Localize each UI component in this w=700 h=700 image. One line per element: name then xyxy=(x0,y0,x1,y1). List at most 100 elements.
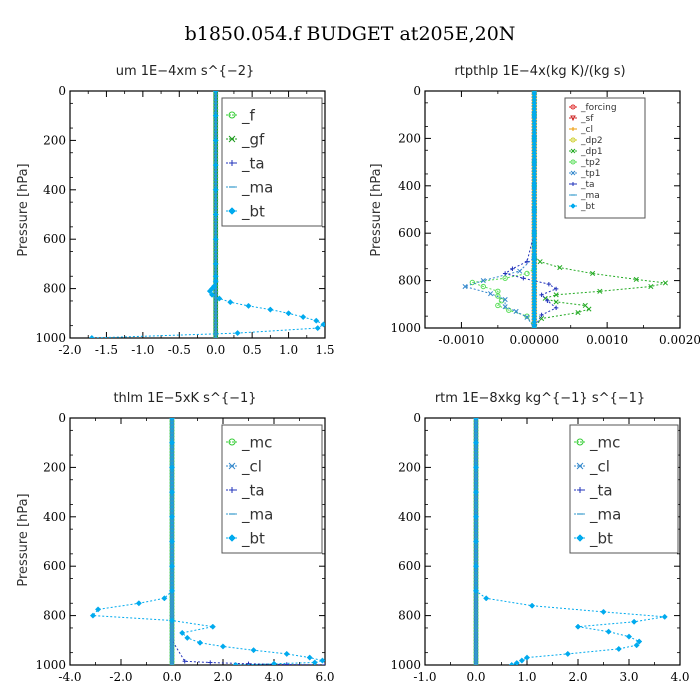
legend-cl-label: _cl xyxy=(241,457,262,476)
legend-bt-marker xyxy=(576,534,584,542)
x-tick-label: -1.5 xyxy=(95,343,118,357)
chart-panel-2: rtpthlp 1E−4x(kg K)/(kg s) Pressure [hPa]… xyxy=(369,64,700,347)
legend-mc-marker xyxy=(228,438,236,446)
series-bt-point xyxy=(472,439,480,446)
x-tick-label: -1.0 xyxy=(413,670,436,684)
series-bt-point xyxy=(483,595,490,602)
series-ta-line xyxy=(503,91,558,328)
x-tick-label: -2.0 xyxy=(109,670,132,684)
legend-mc-label: _mc xyxy=(589,433,620,452)
series-ta-point xyxy=(553,286,559,292)
x-tick-label: 1.0 xyxy=(279,343,298,357)
x-tick-label: 4.0 xyxy=(264,670,283,684)
legend-dp2-marker xyxy=(570,137,576,143)
series-layer xyxy=(88,91,325,338)
y-tick-label: 800 xyxy=(398,609,421,623)
series-ta-point xyxy=(284,662,289,665)
series-bt-point xyxy=(472,418,480,422)
y-tick-label: 1000 xyxy=(35,658,66,672)
series-dp1-point xyxy=(557,265,563,271)
y-tick-label: 600 xyxy=(43,559,66,573)
series-bt-point xyxy=(472,489,480,496)
legend-ta-marker xyxy=(571,182,575,186)
series-dp1-point xyxy=(575,310,581,316)
legend-ta-label: _ta xyxy=(580,180,595,190)
series-bt-point xyxy=(212,236,219,243)
x-tick-label: -1.0 xyxy=(131,343,154,357)
series-bt-point xyxy=(472,563,480,570)
series-cl-point xyxy=(169,662,175,665)
legend-cl-marker xyxy=(571,127,575,131)
series-bt-point xyxy=(161,595,168,602)
series-tp2-point xyxy=(480,283,486,290)
series-tp2-point xyxy=(495,293,501,299)
series-bt-point xyxy=(300,313,307,321)
legend-sf-marker xyxy=(570,115,576,122)
series-bt-point xyxy=(219,643,227,650)
series-bt-point xyxy=(168,464,176,471)
series-dp1-point xyxy=(648,283,654,290)
legend-box xyxy=(564,97,646,219)
series-bt-point xyxy=(267,306,274,313)
series-bt-point xyxy=(88,334,95,338)
y-tick-label: 0 xyxy=(413,411,421,425)
series-bt-line xyxy=(475,418,665,665)
series-tp2-line xyxy=(472,91,535,328)
series-bt-point xyxy=(216,295,223,302)
legend-f-marker xyxy=(228,111,236,119)
series-bt-point xyxy=(212,260,219,267)
legend-bt-label: _bt xyxy=(241,202,265,221)
legend-box xyxy=(221,424,323,554)
legend-gf-marker xyxy=(228,135,236,143)
y-axis-label: Pressure [hPa] xyxy=(16,493,31,586)
x-tick-label: 1.0 xyxy=(517,670,536,684)
series-dp1-point xyxy=(586,306,592,312)
legend-cl-label: _cl xyxy=(580,125,593,135)
legend-tp1-marker xyxy=(570,170,576,176)
series-bt-point xyxy=(168,513,176,520)
series-dp1-point xyxy=(633,276,639,282)
legend-bt-label: _bt xyxy=(589,529,613,548)
legend-sf-label: _sf xyxy=(580,114,594,124)
series-ta-point xyxy=(545,298,550,303)
series-bt-point xyxy=(168,439,176,446)
series-tp1-point xyxy=(502,304,508,310)
legend-cl-label: _cl xyxy=(589,457,610,476)
series-bt-point xyxy=(168,563,176,570)
y-tick-label: 0 xyxy=(58,411,66,425)
legend-dp1-marker xyxy=(570,148,576,154)
series-bt-point xyxy=(212,186,219,193)
chart-title: um 1E−4xm s^{−2} xyxy=(116,64,255,79)
y-tick-label: 800 xyxy=(43,282,66,296)
series-bt-point xyxy=(232,661,239,665)
y-tick-label: 600 xyxy=(398,226,421,240)
chart-title: rtpthlp 1E−4x(kg K)/(kg s) xyxy=(454,64,625,79)
legend-box xyxy=(569,424,679,554)
chart-title: thlm 1E−5xK s^{−1} xyxy=(113,391,256,406)
y-tick-label: 1000 xyxy=(390,321,421,335)
series-ta-point xyxy=(553,305,559,311)
series-tp1-point xyxy=(502,297,508,303)
legend-forcing-label: _forcing xyxy=(580,103,617,113)
legend-cl-marker xyxy=(228,462,236,470)
series-bt-point xyxy=(661,613,668,620)
series-bt-point xyxy=(636,638,643,645)
legend-cl-marker xyxy=(576,462,584,470)
series-bt-point xyxy=(600,608,607,615)
series-bt-point xyxy=(472,538,480,545)
series-tp1-point xyxy=(531,91,537,94)
series-bt-point xyxy=(209,291,216,298)
legend-gf-label: _gf xyxy=(241,130,265,149)
series-ta-point xyxy=(546,281,552,287)
y-tick-label: 400 xyxy=(43,183,66,197)
series-dp1-point xyxy=(597,288,603,294)
series-ta-point xyxy=(322,662,325,665)
y-tick-label: 1000 xyxy=(35,331,66,345)
series-bt-point xyxy=(311,659,318,665)
x-tick-label: 0.00000 xyxy=(509,333,559,347)
x-tick-label: 0.0010 xyxy=(586,333,628,347)
series-ta-point xyxy=(539,292,544,298)
y-axis-label: Pressure [hPa] xyxy=(369,163,384,256)
y-tick-label: 600 xyxy=(398,559,421,573)
series-tp1-point xyxy=(480,278,486,284)
